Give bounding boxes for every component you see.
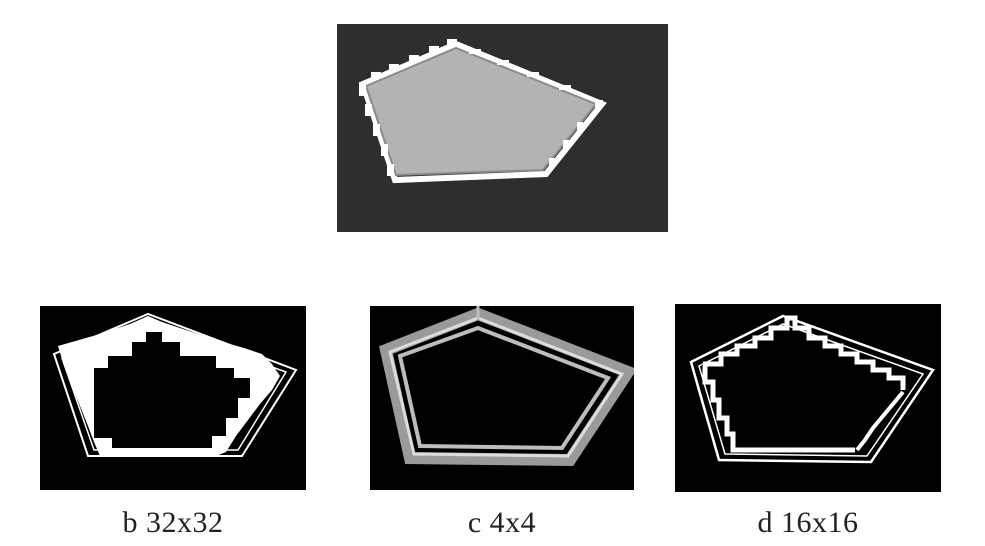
pentagon-outline: [689, 314, 935, 464]
result-4x4-svg: [379, 306, 634, 467]
pentagon-outline: [52, 312, 298, 457]
original-pentagon-svg: [359, 39, 607, 184]
inner-outline: [61, 321, 288, 451]
blocky-edge-band: [58, 316, 280, 456]
result-16x16-svg: [689, 314, 935, 464]
edge-jaggies: [359, 39, 603, 176]
edge-band-light: [388, 316, 625, 458]
caption-b: b 32x32: [122, 506, 224, 539]
caption-d: d 16x16: [757, 506, 859, 539]
result-panel-16x16: [675, 304, 941, 492]
result-panel-4x4: [370, 306, 634, 490]
caption-c: c 4x4: [467, 506, 537, 539]
stair-edge-left: [702, 366, 855, 453]
pentagon-fill: [364, 46, 598, 177]
result-32x32-svg: [52, 312, 298, 457]
stair-edge: [703, 315, 906, 390]
edge-band-outer: [379, 307, 634, 467]
stair-edge-right: [855, 390, 905, 452]
result-panel-32x32: [40, 306, 306, 490]
edge-band-inner: [397, 325, 612, 451]
inner-outline: [698, 323, 925, 457]
original-image-panel: [337, 24, 668, 232]
